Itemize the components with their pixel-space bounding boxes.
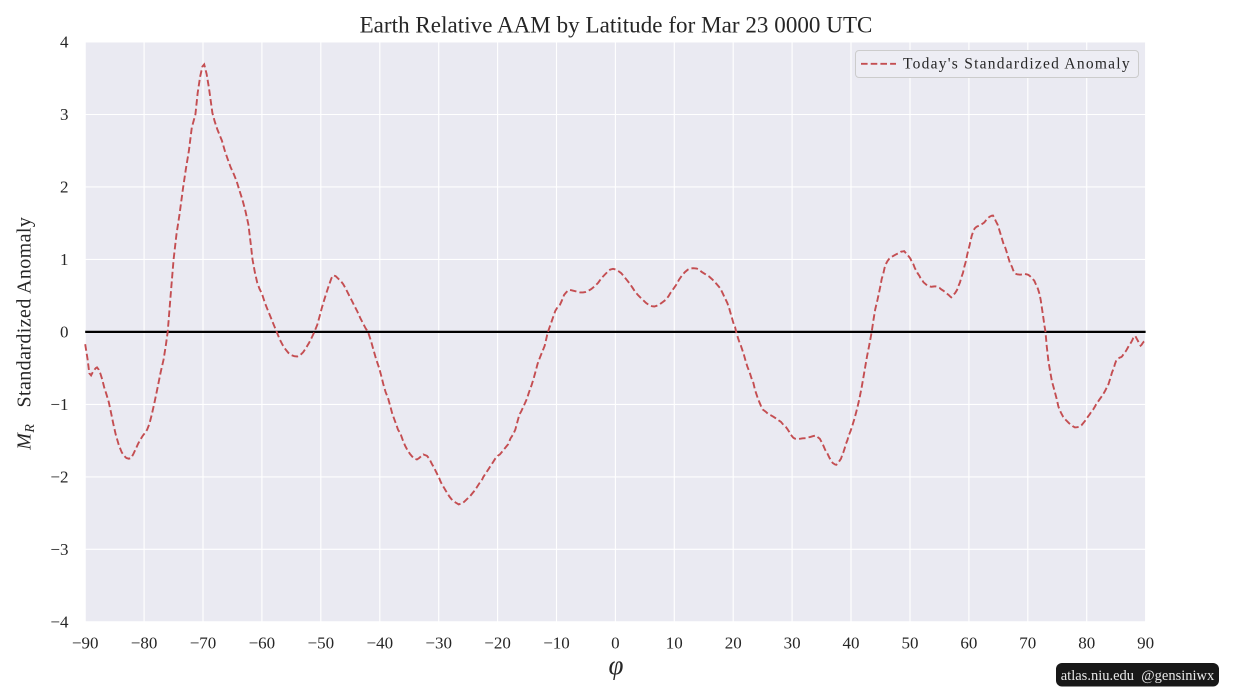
svg-text:−20: −20 bbox=[484, 634, 511, 653]
svg-text:−50: −50 bbox=[308, 634, 335, 653]
svg-text:−70: −70 bbox=[190, 634, 217, 653]
svg-text:−3: −3 bbox=[50, 540, 68, 559]
svg-text:10: 10 bbox=[666, 634, 683, 653]
svg-text:30: 30 bbox=[784, 634, 801, 653]
svg-text:4: 4 bbox=[60, 33, 69, 52]
svg-text:−40: −40 bbox=[367, 634, 394, 653]
svg-text:−80: −80 bbox=[131, 634, 158, 653]
svg-text:0: 0 bbox=[611, 634, 620, 653]
svg-text:atlas.niu.edu @gensiniwx: atlas.niu.edu @gensiniwx bbox=[1061, 668, 1215, 684]
svg-text:φ: φ bbox=[609, 650, 624, 680]
svg-text:0: 0 bbox=[60, 323, 69, 342]
svg-text:2: 2 bbox=[60, 178, 69, 197]
svg-text:−30: −30 bbox=[425, 634, 452, 653]
svg-text:1: 1 bbox=[60, 250, 69, 269]
svg-text:−90: −90 bbox=[72, 634, 99, 653]
svg-text:20: 20 bbox=[725, 634, 742, 653]
svg-text:Earth Relative AAM by Latitude: Earth Relative AAM by Latitude for Mar 2… bbox=[360, 13, 873, 38]
svg-text:−2: −2 bbox=[50, 468, 68, 487]
svg-text:50: 50 bbox=[902, 634, 919, 653]
svg-text:−60: −60 bbox=[249, 634, 276, 653]
svg-text:60: 60 bbox=[960, 634, 977, 653]
svg-text:80: 80 bbox=[1078, 634, 1095, 653]
svg-text:90: 90 bbox=[1137, 634, 1154, 653]
svg-text:MR Standardized Anomaly: MR Standardized Anomaly bbox=[14, 217, 39, 451]
svg-text:70: 70 bbox=[1019, 634, 1036, 653]
svg-text:−4: −4 bbox=[50, 612, 69, 631]
svg-text:3: 3 bbox=[60, 105, 69, 124]
svg-text:−1: −1 bbox=[50, 395, 68, 414]
svg-text:Today's Standardized Anomaly: Today's Standardized Anomaly bbox=[903, 55, 1131, 72]
svg-text:−10: −10 bbox=[543, 634, 570, 653]
svg-text:40: 40 bbox=[843, 634, 860, 653]
